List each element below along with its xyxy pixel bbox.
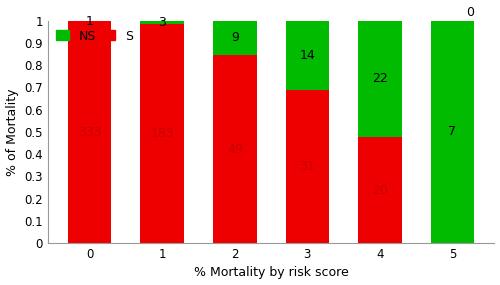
Bar [68,21,112,243]
Bar [213,55,256,243]
Bar [286,21,329,90]
Text: 0: 0 [466,5,474,19]
Text: 49: 49 [227,142,242,156]
Bar [140,21,184,24]
Text: 183: 183 [150,127,174,140]
Bar [286,90,329,243]
Text: 14: 14 [300,49,315,62]
Bar [358,21,402,137]
Text: 7: 7 [448,125,456,139]
Text: 9: 9 [231,32,238,44]
Text: 3: 3 [158,16,166,29]
Y-axis label: % of Mortality: % of Mortality [6,88,18,176]
Text: 22: 22 [372,72,388,86]
Text: 31: 31 [300,160,315,173]
Legend: NS, S: NS, S [54,27,136,45]
Text: 20: 20 [372,184,388,197]
Text: 1: 1 [86,15,94,28]
X-axis label: % Mortality by risk score: % Mortality by risk score [194,266,348,280]
Bar [430,21,474,243]
Bar [140,24,184,243]
Text: 333: 333 [78,126,102,139]
Bar [358,137,402,243]
Bar [213,21,256,55]
